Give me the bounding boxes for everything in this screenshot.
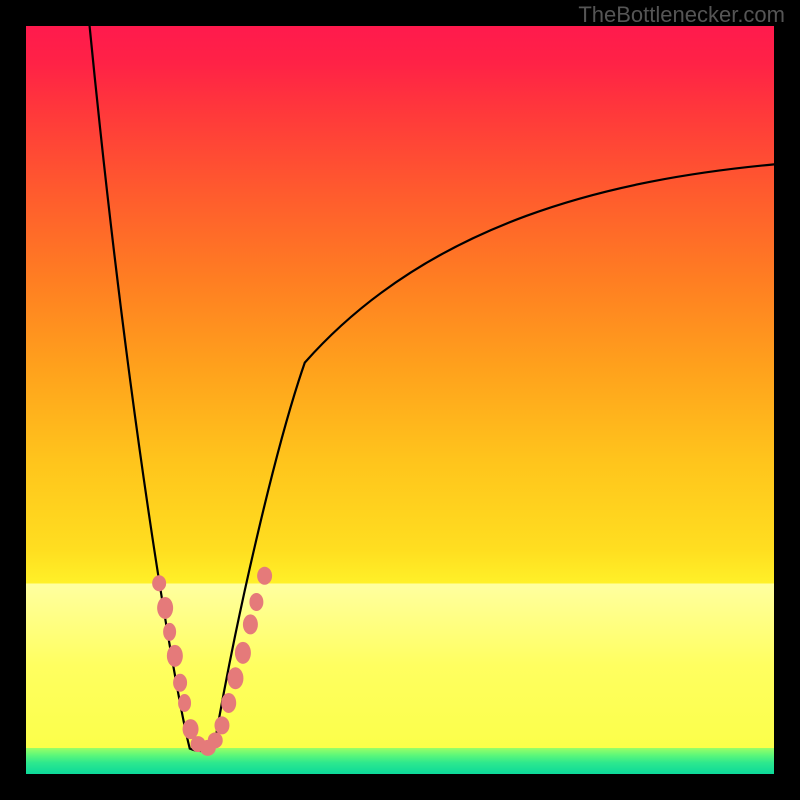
data-marker <box>227 667 243 689</box>
data-marker <box>235 642 251 664</box>
data-marker <box>221 693 236 713</box>
data-marker <box>157 597 173 619</box>
data-marker <box>173 674 187 692</box>
chart-root: TheBottlenecker.com <box>0 0 800 800</box>
data-marker <box>152 575 166 591</box>
data-marker <box>208 732 223 748</box>
data-marker <box>163 623 176 641</box>
watermark-text: TheBottlenecker.com <box>578 2 785 27</box>
data-marker <box>167 645 183 667</box>
plot-background <box>26 26 774 774</box>
chart-svg: TheBottlenecker.com <box>0 0 800 800</box>
data-marker <box>243 614 258 634</box>
data-marker <box>214 716 229 734</box>
data-marker <box>178 694 191 712</box>
data-marker <box>249 593 263 611</box>
data-marker <box>257 567 272 585</box>
data-marker <box>183 719 199 739</box>
